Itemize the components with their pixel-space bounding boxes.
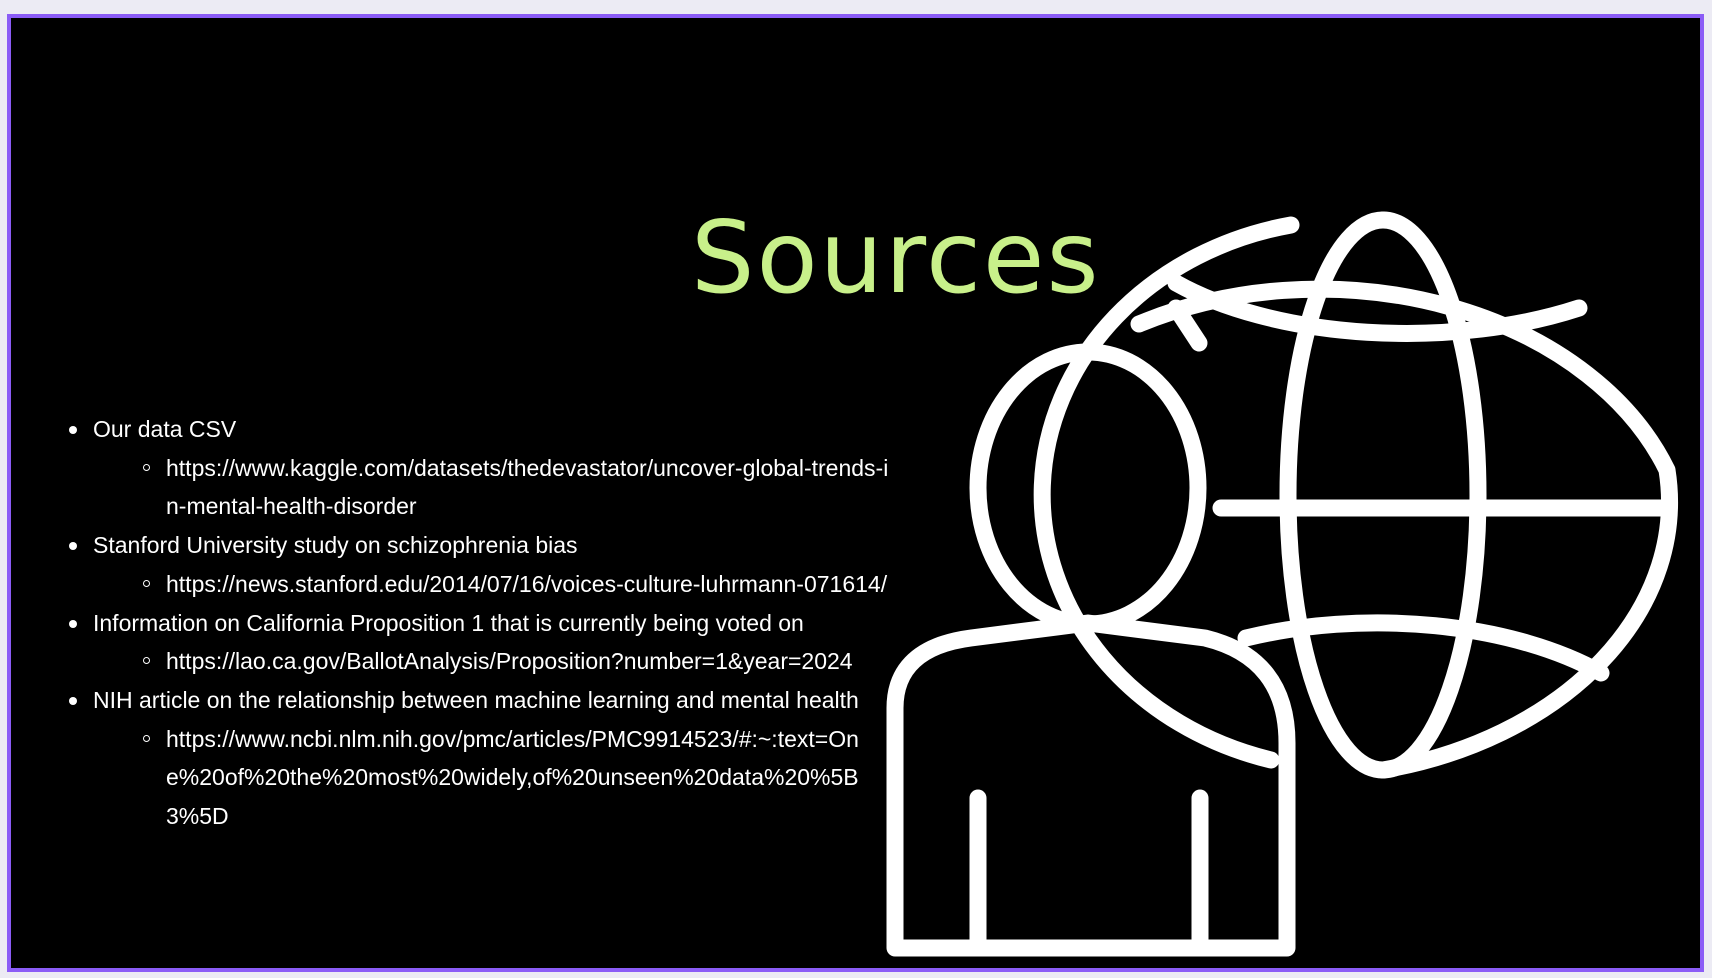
source-link-list: https://news.stanford.edu/2014/07/16/voi… xyxy=(93,565,891,604)
source-item: Stanford University study on schizophren… xyxy=(61,526,891,603)
source-item: Our data CSV https://www.kaggle.com/data… xyxy=(61,410,891,526)
source-item: Information on California Proposition 1 … xyxy=(61,604,891,681)
source-link-list: https://www.ncbi.nlm.nih.gov/pmc/article… xyxy=(93,720,891,836)
person-with-globe-icon xyxy=(886,211,1679,957)
sources-content: Our data CSV https://www.kaggle.com/data… xyxy=(61,410,891,836)
slide: Sources Our data CSV xyxy=(11,18,1700,968)
source-label: NIH article on the relationship between … xyxy=(93,686,859,713)
source-link[interactable]: https://www.kaggle.com/datasets/thedevas… xyxy=(93,449,891,526)
source-item: NIH article on the relationship between … xyxy=(61,681,891,836)
source-link-list: https://www.kaggle.com/datasets/thedevas… xyxy=(93,449,891,526)
person-icon xyxy=(886,343,1296,957)
source-label: Our data CSV xyxy=(93,416,237,442)
source-link[interactable]: https://www.ncbi.nlm.nih.gov/pmc/article… xyxy=(93,720,891,836)
source-label: Information on California Proposition 1 … xyxy=(93,609,804,636)
source-link[interactable]: https://news.stanford.edu/2014/07/16/voi… xyxy=(93,565,891,604)
slide-title: Sources xyxy=(691,199,1101,316)
source-link-list: https://lao.ca.gov/BallotAnalysis/Propos… xyxy=(93,642,891,681)
sources-list: Our data CSV https://www.kaggle.com/data… xyxy=(61,410,891,836)
source-link[interactable]: https://lao.ca.gov/BallotAnalysis/Propos… xyxy=(93,642,891,681)
source-label: Stanford University study on schizophren… xyxy=(93,532,578,559)
globe-icon xyxy=(1033,211,1679,779)
